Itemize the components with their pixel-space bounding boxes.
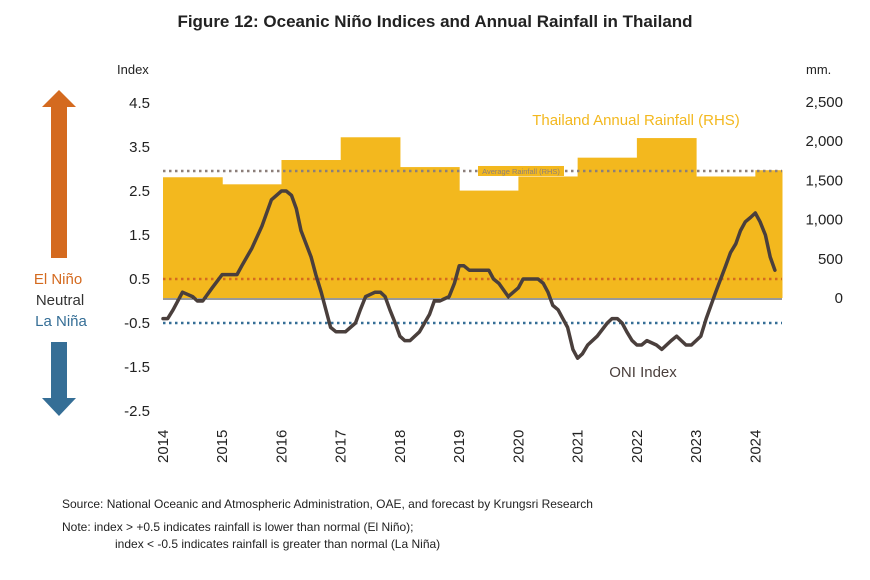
left-tick-label: -2.5: [124, 403, 150, 420]
rainfall-bar: [696, 176, 756, 298]
right-tick-label: 0: [835, 290, 843, 307]
la-nina-down-arrow-icon: [42, 342, 76, 416]
left-tick-label: 3.5: [129, 139, 150, 156]
axes: Index mm. 4.5 3.5 2.5 1.5 0.5 -0.5 -1.5 -2.5 2,500…: [117, 62, 843, 463]
oni-line: [161, 189, 777, 360]
note-line-1: Note: index > +0.5 indicates rainfall is…: [62, 520, 414, 534]
left-tick-label: 2.5: [129, 183, 150, 200]
x-tick-label: 2016: [273, 430, 290, 463]
rainfall-bar: [281, 160, 342, 298]
left-tick-label: -0.5: [124, 315, 150, 332]
el-nino-up-arrow-icon: [42, 90, 76, 258]
oni-line-group: Thailand Annual Rainfall (RHS) ONI Index: [161, 112, 777, 381]
la-nina-label: La Niña: [35, 313, 87, 330]
rainfall-bar: [636, 138, 697, 298]
average-rainfall-label: Average Rainfall (RHS): [482, 167, 560, 176]
rainfall-bar: [459, 190, 519, 298]
el-nino-label: El Niño: [34, 271, 82, 288]
x-tick-label: 2015: [214, 430, 231, 463]
phase-arrows: El Niño Neutral La Niña: [34, 90, 88, 416]
right-tick-label: 1,000: [805, 212, 843, 229]
x-tick-label: 2023: [688, 430, 705, 463]
rainfall-bar: [577, 157, 638, 298]
neutral-label: Neutral: [36, 292, 84, 309]
left-axis-title: Index: [117, 62, 149, 77]
rainfall-bar: [163, 177, 223, 298]
x-tick-label: 2014: [155, 430, 172, 463]
x-tick-label: 2018: [392, 430, 409, 463]
rainfall-bar: [755, 170, 783, 298]
right-axis-title: mm.: [806, 62, 831, 77]
chart-title: Figure 12: Oceanic Niño Indices and Annu…: [177, 12, 693, 31]
x-tick-label: 2020: [510, 430, 527, 463]
right-tick-label: 2,000: [805, 133, 843, 150]
right-tick-label: 2,500: [805, 94, 843, 111]
left-tick-label: -1.5: [124, 359, 150, 376]
right-tick-label: 1,500: [805, 172, 843, 189]
rainfall-bar: [340, 137, 401, 298]
note-line-2: index < -0.5 indicates rainfall is great…: [115, 537, 441, 551]
rainfall-series-label: Thailand Annual Rainfall (RHS): [532, 112, 740, 129]
rainfall-bar: [399, 167, 460, 298]
avg-label-bg: [478, 165, 564, 176]
left-tick-label: 1.5: [129, 227, 150, 244]
left-tick-label: 4.5: [129, 95, 150, 112]
oni-rainfall-chart: Average Rainfall (RHS) Thailand Annual R…: [34, 62, 843, 463]
x-tick-label: 2022: [629, 430, 646, 463]
x-tick-label: 2019: [451, 430, 468, 463]
x-tick-label: 2024: [747, 430, 764, 463]
right-tick-label: 500: [818, 251, 843, 268]
rainfall-area: [163, 137, 783, 298]
source-note: Source: National Oceanic and Atmospheric…: [62, 497, 593, 511]
x-tick-label: 2021: [570, 430, 587, 463]
x-tick-label: 2017: [333, 430, 350, 463]
oni-series-label: ONI Index: [609, 364, 677, 381]
reference-lines: Average Rainfall (RHS): [163, 165, 782, 325]
left-tick-label: 0.5: [129, 271, 150, 288]
rainfall-bar: [222, 184, 282, 298]
